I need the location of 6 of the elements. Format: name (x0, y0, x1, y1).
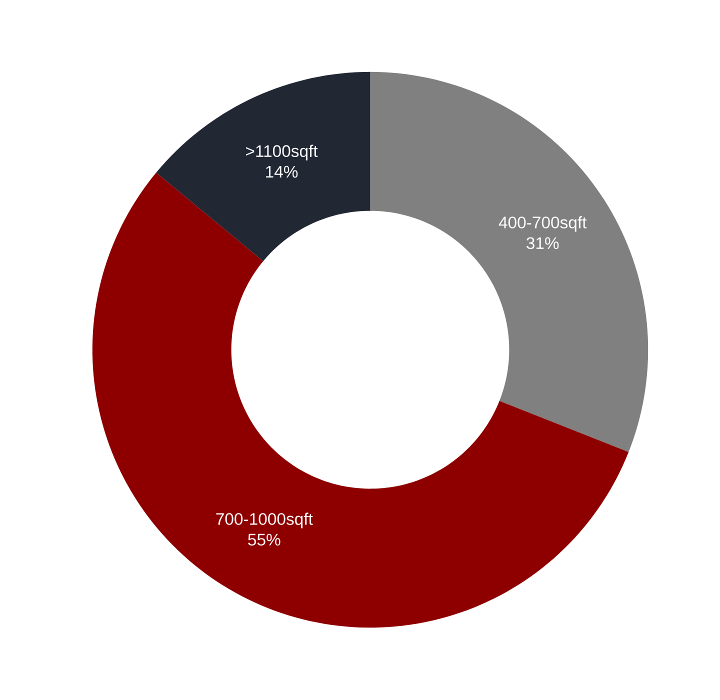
data-label: 31% (526, 237, 559, 250)
slice-label: 400-700sqft (498, 216, 587, 232)
slice-label: 700-1000sqft (216, 512, 313, 528)
slice-label: >1100sqft (246, 144, 318, 161)
data-label: 55% (248, 534, 280, 546)
data-label: 14% (266, 166, 298, 178)
